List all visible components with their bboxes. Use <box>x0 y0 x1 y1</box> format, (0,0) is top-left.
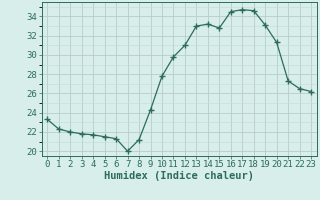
X-axis label: Humidex (Indice chaleur): Humidex (Indice chaleur) <box>104 171 254 181</box>
